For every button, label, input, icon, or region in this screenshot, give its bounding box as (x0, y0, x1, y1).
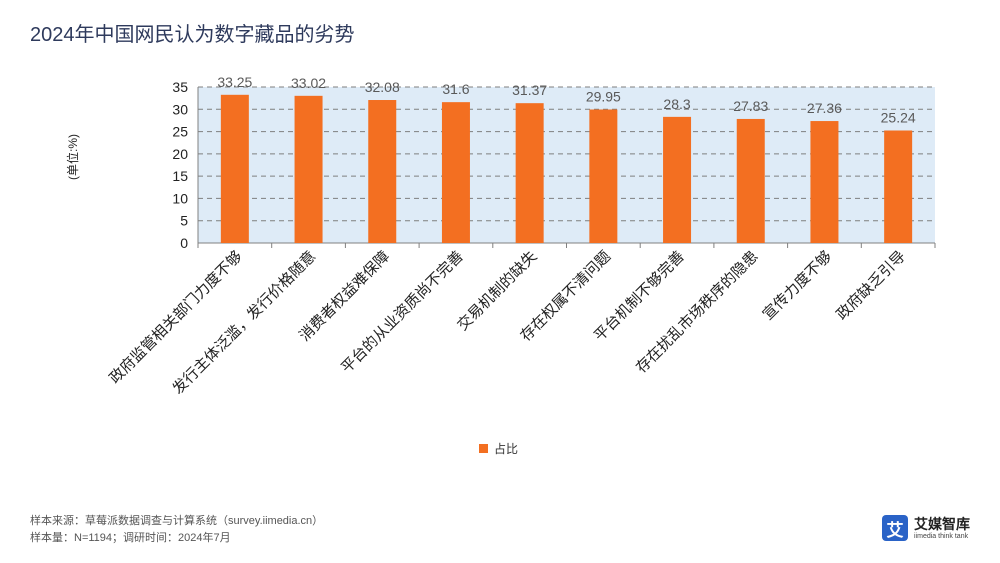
category-label: 宣传力度不够 (760, 248, 836, 324)
bar (810, 121, 839, 243)
data-label: 32.08 (365, 79, 400, 95)
bar (220, 94, 249, 243)
logo: 艾 艾媒智库 iimedia think tank (882, 515, 970, 541)
y-tick-label: 25 (172, 124, 188, 140)
logo-name: 艾媒智库 (914, 515, 970, 532)
bar (294, 95, 323, 244)
y-tick-label: 30 (172, 101, 188, 117)
category-label: 政府缺乏引导 (833, 248, 909, 324)
data-label: 28.3 (663, 96, 690, 112)
source-line-2: 样本量：N=1194；调研时间：2024年7月 (30, 532, 231, 544)
category-label: 平台的从业资质尚不完善 (338, 248, 467, 377)
data-label: 27.83 (733, 98, 768, 114)
source-line-1: 样本来源：草莓派数据调查与计算系统（survey.iimedia.cn） (30, 515, 324, 527)
legend-label: 占比 (494, 442, 519, 456)
legend-swatch (479, 444, 488, 453)
chart-title: 2024年中国网民认为数字藏品的劣势 (30, 24, 355, 46)
data-label: 33.25 (217, 74, 252, 90)
data-label: 29.95 (586, 89, 621, 105)
y-tick-label: 20 (172, 146, 188, 162)
logo-tagline: iimedia think tank (914, 532, 969, 540)
category-label: 交易机制的缺失 (453, 247, 540, 334)
data-label: 25.24 (881, 110, 916, 126)
y-tick-label: 0 (180, 235, 188, 251)
category-label: 政府监管相关部门力度不够 (106, 248, 245, 387)
logo-text: 艾媒智库 iimedia think tank (914, 516, 970, 541)
bar (663, 116, 692, 243)
data-label: 33.02 (291, 75, 326, 91)
y-tick-label: 5 (180, 213, 188, 229)
legend: 占比 (479, 440, 518, 457)
bar (368, 100, 397, 243)
category-label: 存在扰乱市场秩序的隐患 (633, 248, 762, 377)
data-label: 31.6 (442, 81, 469, 97)
source-note: 样本来源：草莓派数据调查与计算系统（survey.iimedia.cn） 样本量… (30, 513, 323, 547)
bar (736, 118, 765, 243)
bar (515, 103, 544, 243)
y-tick-label: 15 (172, 168, 188, 184)
logo-mark-icon: 艾 (882, 515, 908, 541)
bar (884, 130, 913, 243)
data-label: 27.36 (807, 100, 842, 116)
data-label: 31.37 (512, 82, 547, 98)
bar (589, 109, 618, 243)
bar (441, 102, 470, 243)
category-label: 发行主体泛滥，发行价格随意 (169, 247, 320, 398)
y-tick-label: 10 (172, 190, 188, 206)
y-tick-label: 35 (172, 79, 188, 95)
